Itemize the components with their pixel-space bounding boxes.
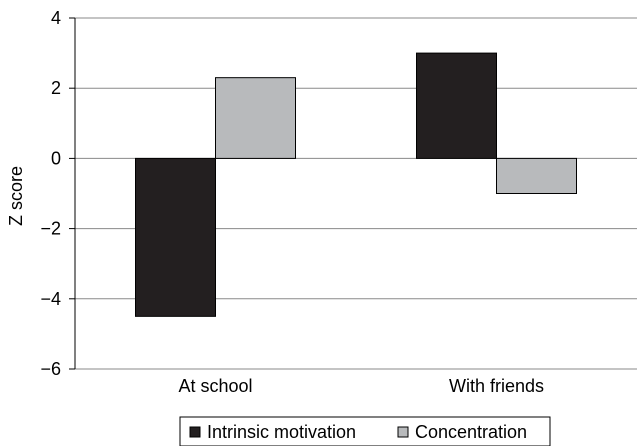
legend-label: Intrinsic motivation — [207, 422, 356, 442]
x-category-labels: At school With friends — [178, 376, 544, 396]
y-tick-labels: 4 2 0 −2 −4 −6 — [40, 8, 61, 379]
legend-swatch — [397, 426, 409, 438]
bar — [496, 157, 577, 194]
bar — [135, 157, 216, 317]
bar — [416, 52, 497, 159]
y-tick-label: −4 — [40, 289, 61, 309]
y-tick-label: −6 — [40, 359, 61, 379]
y-tick-label: 0 — [51, 148, 61, 168]
legend-box — [179, 416, 551, 446]
axes — [69, 17, 76, 370]
bar — [215, 77, 296, 159]
x-category-label: At school — [178, 376, 252, 396]
y-axis-title: Z score — [6, 166, 26, 226]
legend-swatch — [189, 426, 201, 438]
legend: Intrinsic motivation Concentration — [179, 416, 551, 446]
bars — [135, 52, 577, 317]
y-tick-label: 2 — [51, 78, 61, 98]
y-tick-label: −2 — [40, 219, 61, 239]
x-category-label: With friends — [449, 376, 544, 396]
legend-label: Concentration — [415, 422, 527, 442]
y-tick-label: 4 — [51, 8, 61, 28]
